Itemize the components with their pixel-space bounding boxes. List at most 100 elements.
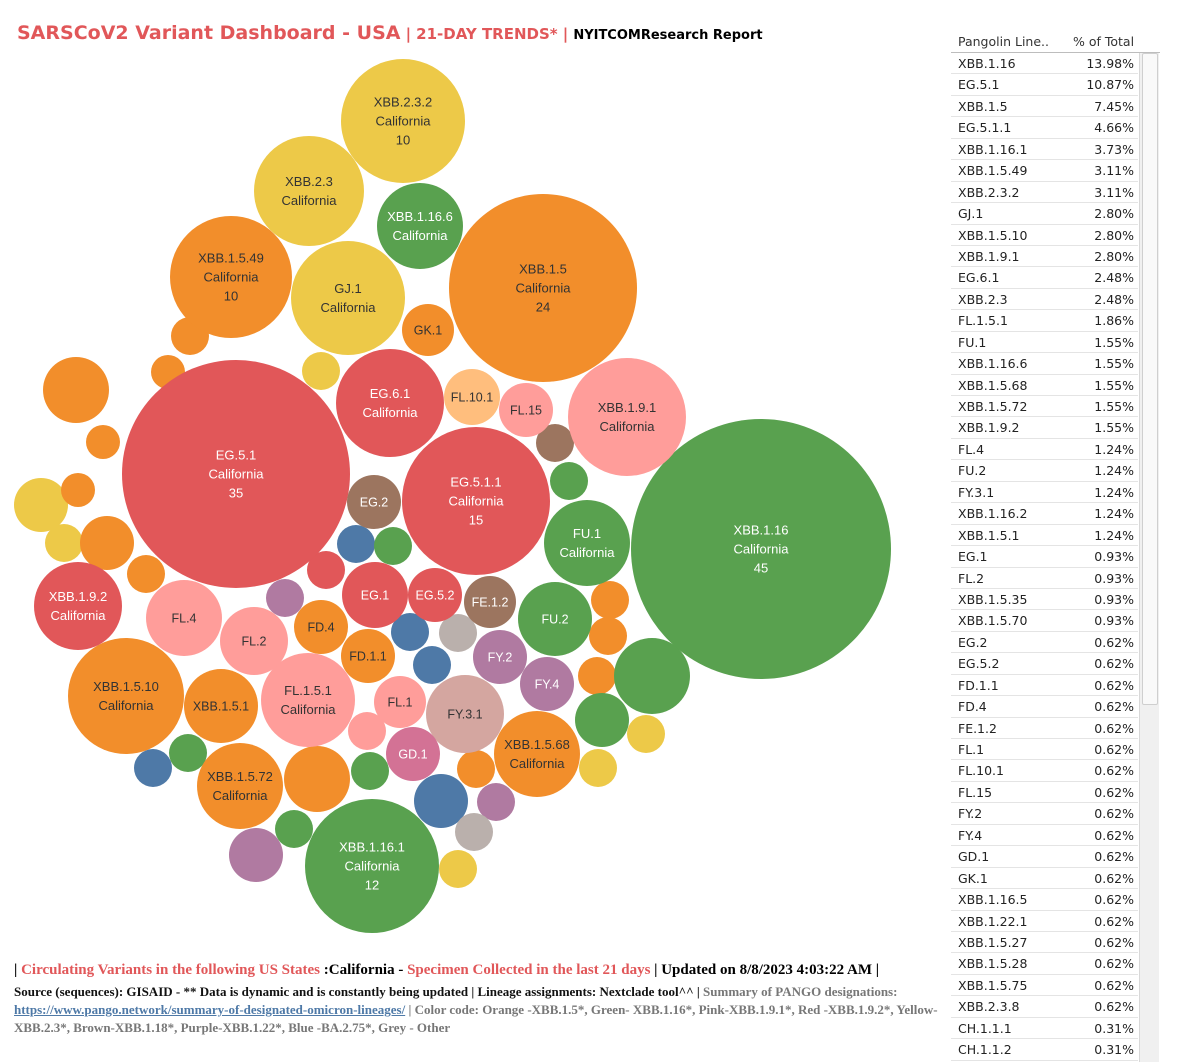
- bubble-xbb-1-5-10[interactable]: [68, 638, 184, 754]
- bubble-unlabeled[interactable]: [550, 462, 588, 500]
- bubble-fl-15[interactable]: [499, 383, 553, 437]
- bubble-unlabeled[interactable]: [229, 828, 283, 882]
- table-row[interactable]: FL.10.1 0.62%: [951, 760, 1138, 782]
- bubble-unlabeled[interactable]: [627, 715, 665, 753]
- bubble-fy-4[interactable]: [520, 657, 574, 711]
- bubble-fd-1-1[interactable]: [341, 629, 395, 683]
- col-header-lineage[interactable]: Pangolin Line..: [958, 34, 1049, 49]
- table-row[interactable]: EG.1 0.93%: [951, 546, 1138, 568]
- bubble-unlabeled[interactable]: [391, 613, 429, 651]
- table-row[interactable]: EG.5.1.1 4.66%: [951, 117, 1138, 139]
- bubble-unlabeled[interactable]: [455, 813, 493, 851]
- table-row[interactable]: XBB.1.9.2 1.55%: [951, 417, 1138, 439]
- bubble-eg-5-1[interactable]: [122, 360, 350, 588]
- col-header-percent[interactable]: % of Total: [1073, 34, 1135, 49]
- bubble-unlabeled[interactable]: [536, 424, 574, 462]
- bubble-xbb-1-16-1[interactable]: [305, 799, 439, 933]
- table-row[interactable]: XBB.1.5.72 1.55%: [951, 396, 1138, 418]
- bubble-eg-6-1[interactable]: [336, 349, 444, 457]
- bubble-gk-1[interactable]: [402, 304, 454, 356]
- table-row[interactable]: XBB.1.5.10 2.80%: [951, 225, 1138, 246]
- bubble-unlabeled[interactable]: [45, 524, 83, 562]
- bubble-unlabeled[interactable]: [134, 749, 172, 787]
- bubble-fy-3-1[interactable]: [426, 675, 504, 753]
- bubble-fd-4[interactable]: [294, 600, 348, 654]
- table-row[interactable]: GD.1 0.62%: [951, 846, 1138, 868]
- table-row[interactable]: GJ.1 2.80%: [951, 203, 1138, 225]
- table-row[interactable]: FL.2 0.93%: [951, 568, 1138, 589]
- table-row[interactable]: FY.2 0.62%: [951, 803, 1138, 825]
- bubble-eg-2[interactable]: [347, 475, 401, 529]
- bubble-unlabeled[interactable]: [61, 473, 95, 507]
- table-row[interactable]: XBB.2.3.8 0.62%: [951, 996, 1138, 1018]
- bubble-eg-5-2[interactable]: [408, 568, 462, 622]
- table-row[interactable]: EG.2 0.62%: [951, 632, 1138, 654]
- bubble-fu-2[interactable]: [518, 582, 592, 656]
- table-row[interactable]: XBB.1.5.75 0.62%: [951, 975, 1138, 997]
- bubble-unlabeled[interactable]: [275, 810, 313, 848]
- table-row[interactable]: CH.1.1.2 0.31%: [951, 1039, 1138, 1061]
- bubble-unlabeled[interactable]: [439, 850, 477, 888]
- bubble-gd-1[interactable]: [386, 727, 440, 781]
- bubble-eg-5-1-1[interactable]: [402, 427, 550, 575]
- bubble-fl-2[interactable]: [220, 607, 288, 675]
- bubble-unlabeled[interactable]: [86, 425, 120, 459]
- table-row[interactable]: XBB.1.5.28 0.62%: [951, 953, 1138, 975]
- table-row[interactable]: CH.1.1.1 0.31%: [951, 1018, 1138, 1040]
- bubble-unlabeled[interactable]: [284, 746, 350, 812]
- bubble-fe-1-2[interactable]: [464, 576, 516, 628]
- table-row[interactable]: XBB.1.5.49 3.11%: [951, 160, 1138, 182]
- bubble-unlabeled[interactable]: [591, 581, 629, 619]
- bubble-unlabeled[interactable]: [477, 783, 515, 821]
- table-row[interactable]: XBB.1.5.35 0.93%: [951, 589, 1138, 611]
- table-row[interactable]: FL.1 0.62%: [951, 739, 1138, 761]
- bubble-xbb-1-5[interactable]: [449, 194, 637, 382]
- table-row[interactable]: FE.1.2 0.62%: [951, 718, 1138, 739]
- bubble-xbb-1-5-1[interactable]: [184, 669, 258, 743]
- bubble-fl-4[interactable]: [146, 580, 222, 656]
- bubble-unlabeled[interactable]: [337, 525, 375, 563]
- table-row[interactable]: XBB.1.16.2 1.24%: [951, 503, 1138, 525]
- table-row[interactable]: XBB.1.16 13.98%: [951, 53, 1138, 75]
- table-row[interactable]: XBB.1.5 7.45%: [951, 96, 1138, 118]
- bubble-gj-1[interactable]: [291, 241, 405, 355]
- bubble-eg-1[interactable]: [342, 562, 408, 628]
- bubble-unlabeled[interactable]: [80, 516, 134, 570]
- table-row[interactable]: XBB.1.5.27 0.62%: [951, 932, 1138, 954]
- bubble-fy-2[interactable]: [473, 630, 527, 684]
- table-row[interactable]: XBB.2.3.2 3.11%: [951, 182, 1138, 204]
- bubble-xbb-1-16-6[interactable]: [377, 183, 463, 269]
- pango-link[interactable]: https://www.pango.network/summary-of-des…: [14, 1002, 406, 1017]
- bubble-fl-1-5-1[interactable]: [261, 653, 355, 747]
- bubble-xbb-1-16[interactable]: [631, 419, 891, 679]
- bubble-xbb-1-5-68[interactable]: [494, 711, 580, 797]
- table-row[interactable]: EG.6.1 2.48%: [951, 267, 1138, 289]
- bubble-unlabeled[interactable]: [14, 478, 68, 532]
- bubble-unlabeled[interactable]: [439, 614, 477, 652]
- bubble-xbb-1-9-1[interactable]: [568, 358, 686, 476]
- bubble-xbb-2-3[interactable]: [254, 136, 364, 246]
- table-row[interactable]: FD.1.1 0.62%: [951, 675, 1138, 697]
- table-row[interactable]: XBB.1.16.1 3.73%: [951, 139, 1138, 161]
- table-row[interactable]: GK.1 0.62%: [951, 868, 1138, 890]
- bubble-unlabeled[interactable]: [589, 617, 627, 655]
- bubble-unlabeled[interactable]: [413, 646, 451, 684]
- table-row[interactable]: XBB.2.3 2.48%: [951, 289, 1138, 311]
- bubble-unlabeled[interactable]: [614, 638, 690, 714]
- bubble-unlabeled[interactable]: [575, 693, 629, 747]
- bubble-unlabeled[interactable]: [43, 357, 109, 423]
- bubble-unlabeled[interactable]: [579, 749, 617, 787]
- bubble-xbb-1-5-72[interactable]: [197, 743, 283, 829]
- bubble-unlabeled[interactable]: [127, 555, 165, 593]
- bubble-unlabeled[interactable]: [351, 752, 389, 790]
- table-row[interactable]: FL.1.5.1 1.86%: [951, 310, 1138, 332]
- bubble-unlabeled[interactable]: [414, 774, 468, 828]
- bubble-xbb-2-3-2[interactable]: [341, 59, 465, 183]
- bubble-unlabeled[interactable]: [457, 750, 495, 788]
- bubble-fl-10-1[interactable]: [444, 369, 500, 425]
- bubble-unlabeled[interactable]: [169, 734, 207, 772]
- table-row[interactable]: XBB.1.16.5 0.62%: [951, 889, 1138, 911]
- scrollbar-thumb[interactable]: [1142, 53, 1158, 705]
- table-row[interactable]: XBB.1.5.70 0.93%: [951, 610, 1138, 632]
- table-row[interactable]: FL.15 0.62%: [951, 782, 1138, 804]
